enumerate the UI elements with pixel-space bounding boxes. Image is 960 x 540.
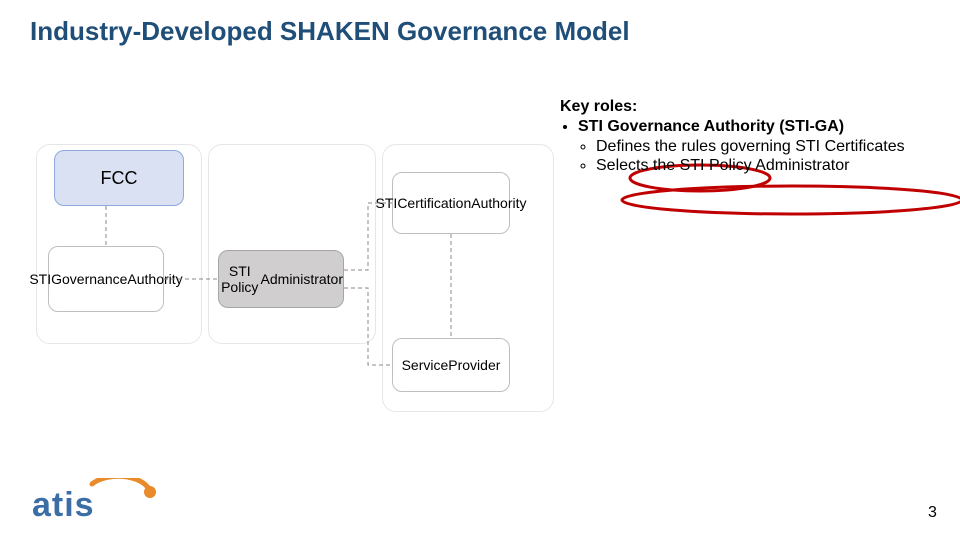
key-roles-block: Key roles: STI Governance Authority (STI… <box>560 98 940 177</box>
key-roles-top-bullet: STI Governance Authority (STI-GA) Define… <box>578 118 940 175</box>
key-roles-sub-bullet: Selects the STI Policy Administrator <box>596 157 940 175</box>
node-sp: ServiceProvider <box>392 338 510 392</box>
slide-title: Industry-Developed SHAKEN Governance Mod… <box>30 16 630 47</box>
node-sti-pa: STI PolicyAdministrator <box>218 250 344 308</box>
atis-logo: atis <box>32 478 162 522</box>
column-2-outline <box>208 144 376 344</box>
node-sti-ca: STICertificationAuthority <box>392 172 510 234</box>
page-number: 3 <box>928 504 937 522</box>
svg-text:atis: atis <box>32 486 95 522</box>
key-roles-sub-bullet: Defines the rules governing STI Certific… <box>596 138 940 156</box>
key-roles-top-bullet-text: STI Governance Authority (STI-GA) <box>578 118 844 135</box>
node-sti-ga: STIGovernanceAuthority <box>48 246 164 312</box>
key-roles-header: Key roles: <box>560 98 940 116</box>
node-fcc: FCC <box>54 150 184 206</box>
